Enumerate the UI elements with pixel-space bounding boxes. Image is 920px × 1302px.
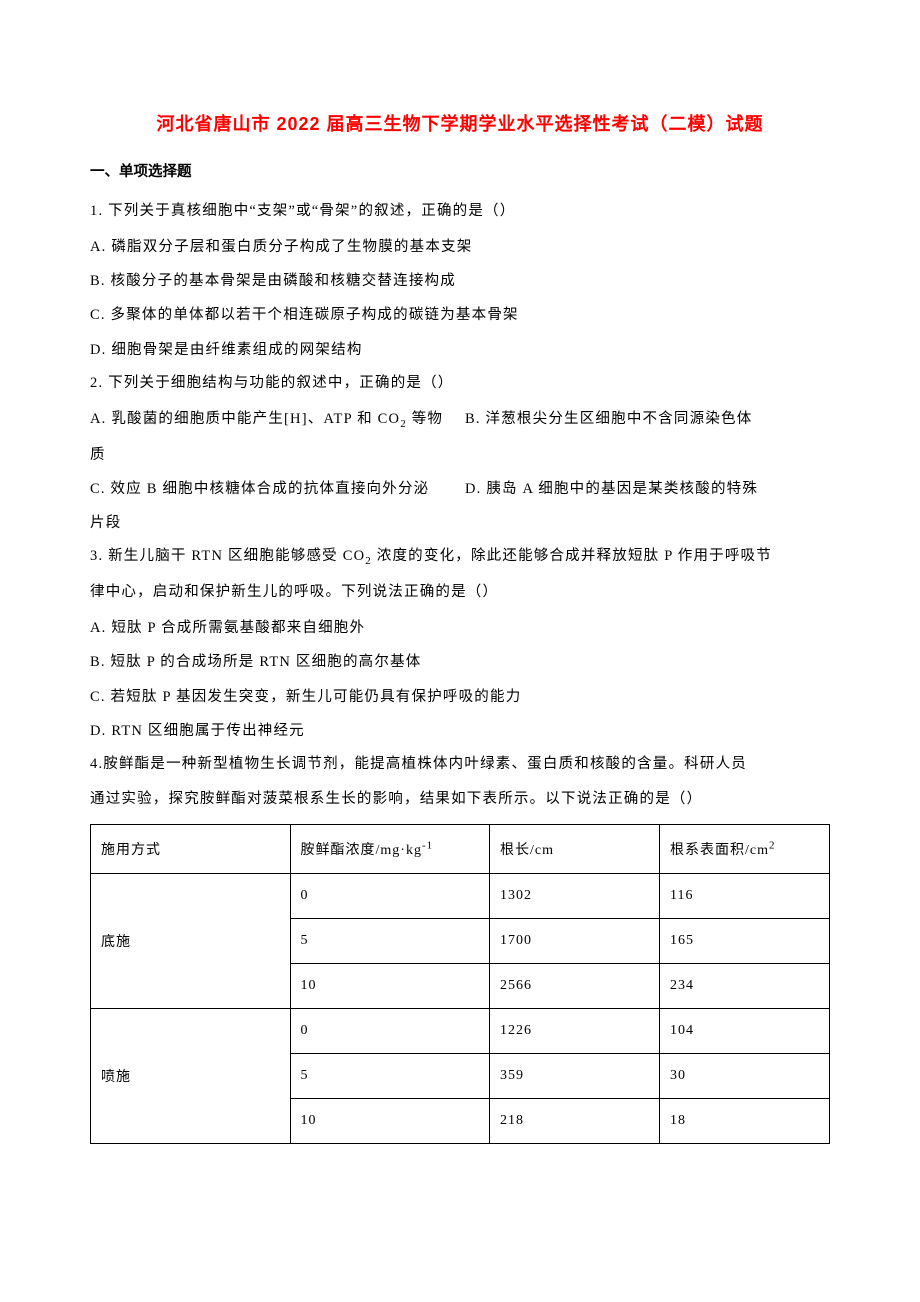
th-conc-sup: -1: [422, 840, 433, 852]
th-area-pre: 根系表面积/cm: [670, 843, 769, 858]
table-row: 底施 0 1302 116: [91, 874, 830, 919]
th-conc-pre: 胺鲜酯浓度/mg·kg: [301, 843, 422, 858]
q3-stem-line1: 3. 新生儿脑干 RTN 区细胞能够感受 CO2 浓度的变化，除此还能够合成并释…: [90, 540, 830, 574]
cell-area: 234: [660, 964, 830, 1009]
table-header-row: 施用方式 胺鲜酯浓度/mg·kg-1 根长/cm 根系表面积/cm2: [91, 825, 830, 874]
q1-option-d: D. 细胞骨架是由纤维素组成的网架结构: [90, 333, 830, 367]
cell-area: 104: [660, 1009, 830, 1054]
q3-option-c: C. 若短肽 P 基因发生突变，新生儿可能仍具有保护呼吸的能力: [90, 680, 830, 714]
q1-option-a: A. 磷脂双分子层和蛋白质分子构成了生物膜的基本支架: [90, 230, 830, 264]
q2-option-c: C. 效应 B 细胞中核糖体合成的抗体直接向外分泌: [90, 472, 455, 506]
cell-area: 18: [660, 1099, 830, 1144]
cell-len: 2566: [490, 964, 660, 1009]
cell-area: 165: [660, 919, 830, 964]
q2-option-d: D. 胰岛 A 细胞中的基因是某类核酸的特殊: [465, 472, 830, 506]
q4-table: 施用方式 胺鲜酯浓度/mg·kg-1 根长/cm 根系表面积/cm2 底施 0 …: [90, 824, 830, 1144]
table-row: 喷施 0 1226 104: [91, 1009, 830, 1054]
q4-stem-line1: 4.胺鲜酯是一种新型植物生长调节剂，能提高植株体内叶绿素、蛋白质和核酸的含量。科…: [90, 748, 830, 781]
q3-stem-post: 浓度的变化，除此还能够合成并释放短肽 P 作用于呼吸节: [372, 548, 772, 564]
th-area-sup: 2: [769, 840, 776, 852]
q3-option-a: A. 短肽 P 合成所需氨基酸都来自细胞外: [90, 611, 830, 645]
q3-stem-pre: 3. 新生儿脑干 RTN 区细胞能够感受 CO: [90, 548, 365, 564]
cell-conc: 0: [290, 874, 490, 919]
cell-len: 1302: [490, 874, 660, 919]
cell-method: 喷施: [91, 1009, 291, 1144]
cell-len: 1700: [490, 919, 660, 964]
q2-stem: 2. 下列关于细胞结构与功能的叙述中，正确的是（）: [90, 367, 830, 400]
cell-area: 116: [660, 874, 830, 919]
q4-stem-line2: 通过实验，探究胺鲜酯对菠菜根系生长的影响，结果如下表所示。以下说法正确的是（）: [90, 783, 830, 816]
page-title: 河北省唐山市 2022 届高三生物下学期学业水平选择性考试（二模）试题: [90, 110, 830, 136]
section-heading: 一、单项选择题: [90, 160, 830, 181]
th-area: 根系表面积/cm2: [660, 825, 830, 874]
cell-conc: 5: [290, 919, 490, 964]
th-len: 根长/cm: [490, 825, 660, 874]
q2-option-b: B. 洋葱根尖分生区细胞中不含同源染色体: [465, 402, 830, 472]
q1-option-c: C. 多聚体的单体都以若干个相连碳原子构成的碳链为基本骨架: [90, 298, 830, 332]
q2-option-d-cont: 片段: [90, 506, 830, 540]
cell-conc: 5: [290, 1054, 490, 1099]
q3-stem-line2: 律中心，启动和保护新生儿的呼吸。下列说法正确的是（）: [90, 576, 830, 609]
q3-option-d: D. RTN 区细胞属于传出神经元: [90, 714, 830, 748]
cell-conc: 10: [290, 1099, 490, 1144]
cell-len: 1226: [490, 1009, 660, 1054]
q2-a-pre: A. 乳酸菌的细胞质中能产生[H]、ATP 和 CO: [90, 411, 400, 427]
th-method: 施用方式: [91, 825, 291, 874]
cell-len: 359: [490, 1054, 660, 1099]
q2-option-a: A. 乳酸菌的细胞质中能产生[H]、ATP 和 CO2 等物质: [90, 402, 455, 472]
q2-a-sub: 2: [400, 418, 407, 430]
q1-stem: 1. 下列关于真核细胞中“支架”或“骨架”的叙述，正确的是（）: [90, 195, 830, 228]
q3-stem-sub: 2: [365, 555, 372, 567]
cell-conc: 0: [290, 1009, 490, 1054]
q1-option-b: B. 核酸分子的基本骨架是由磷酸和核糖交替连接构成: [90, 264, 830, 298]
cell-len: 218: [490, 1099, 660, 1144]
cell-area: 30: [660, 1054, 830, 1099]
cell-conc: 10: [290, 964, 490, 1009]
q3-option-b: B. 短肽 P 的合成场所是 RTN 区细胞的高尔基体: [90, 645, 830, 679]
q2-options-row-ab: A. 乳酸菌的细胞质中能产生[H]、ATP 和 CO2 等物质 B. 洋葱根尖分…: [90, 402, 830, 472]
cell-method: 底施: [91, 874, 291, 1009]
th-conc: 胺鲜酯浓度/mg·kg-1: [290, 825, 490, 874]
q2-options-row-cd: C. 效应 B 细胞中核糖体合成的抗体直接向外分泌 D. 胰岛 A 细胞中的基因…: [90, 472, 830, 506]
